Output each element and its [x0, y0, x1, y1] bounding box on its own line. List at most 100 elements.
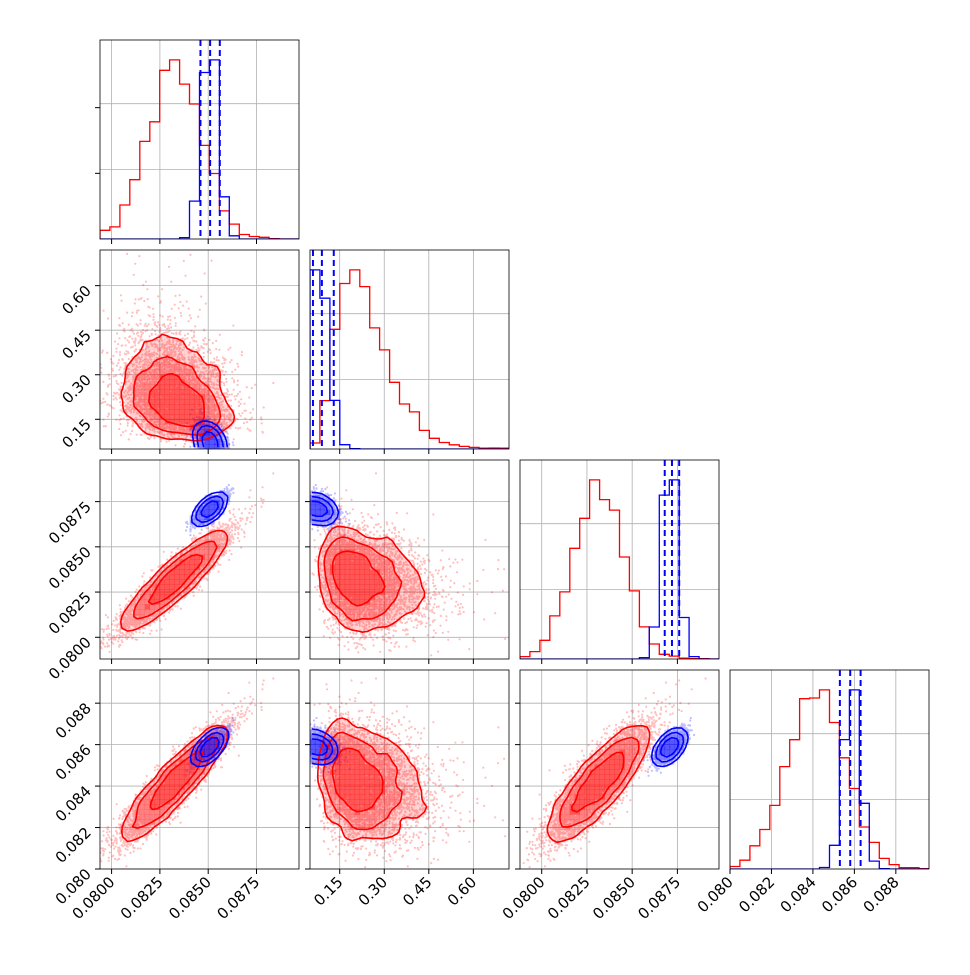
- density-cell: [609, 794, 615, 800]
- panel-0-0: [95, 39, 300, 244]
- density-cell: [189, 349, 195, 355]
- density-cell: [349, 534, 356, 540]
- density-cell: [349, 559, 356, 565]
- density-cell: [609, 784, 615, 790]
- density-cell: [134, 799, 141, 805]
- density-cell: [559, 809, 566, 815]
- density-cell: [144, 589, 151, 595]
- density-cell: [209, 534, 215, 540]
- density-cell: [379, 809, 385, 815]
- density-cell: [159, 334, 165, 340]
- density-cell: [124, 404, 131, 410]
- density-cell: [154, 379, 160, 385]
- contour-line: [659, 736, 680, 758]
- density-cell: [394, 574, 400, 580]
- density-cell: [119, 624, 126, 630]
- density-cell: [324, 554, 331, 560]
- density-cell: [604, 779, 610, 785]
- density-cell: [199, 359, 205, 365]
- density-cell: [324, 749, 331, 755]
- density-cell: [319, 769, 326, 775]
- density-cell: [569, 794, 576, 800]
- density-cell: [329, 554, 336, 560]
- density-cell: [359, 789, 366, 795]
- density-cell: [214, 384, 220, 390]
- density-cell: [134, 609, 141, 615]
- density-cell: [169, 374, 175, 380]
- density-cell: [184, 429, 190, 435]
- density-cell: [174, 349, 180, 355]
- contour-line: [316, 717, 428, 842]
- density-cell: [194, 444, 200, 449]
- density-cell: [174, 434, 180, 440]
- density-cell: [619, 744, 625, 750]
- density-cell: [179, 354, 185, 360]
- density-cell: [334, 729, 341, 735]
- density-cell: [194, 359, 200, 365]
- density-cell: [564, 819, 571, 825]
- density-cell: [419, 594, 425, 600]
- density-cell: [349, 569, 356, 575]
- density-cell: [359, 604, 366, 610]
- density-cell: [199, 504, 205, 511]
- density-cell: [204, 424, 210, 430]
- density-cell: [394, 779, 400, 785]
- density-cell: [129, 609, 136, 615]
- density-cell: [599, 779, 605, 785]
- density-cell: [334, 799, 341, 805]
- density-cell: [179, 779, 185, 785]
- density-cell: [354, 529, 361, 535]
- density-cell: [379, 539, 385, 545]
- density-cell: [139, 819, 146, 825]
- density-cell: [324, 504, 331, 511]
- density-cell: [349, 619, 356, 625]
- density-cell: [214, 404, 220, 410]
- density-cell: [634, 724, 640, 730]
- density-cell: [149, 389, 156, 395]
- density-cell: [184, 384, 190, 390]
- density-cell: [339, 594, 346, 600]
- density-cell: [404, 564, 410, 570]
- density-cell: [219, 729, 225, 735]
- density-cell: [189, 564, 195, 570]
- density-cell: [349, 584, 356, 590]
- density-cell: [604, 759, 610, 765]
- density-cell: [139, 354, 146, 360]
- density-cell: [634, 729, 640, 735]
- contour-line: [311, 500, 329, 518]
- density-cell: [169, 389, 175, 395]
- density-cell: [204, 744, 210, 750]
- density-cell: [164, 349, 170, 355]
- density-cell: [359, 784, 366, 790]
- density-cell: [194, 759, 200, 765]
- density-cell: [134, 604, 141, 610]
- density-cell: [199, 409, 205, 415]
- density-cell: [624, 734, 630, 740]
- density-cell: [214, 539, 220, 545]
- density-cell: [354, 549, 361, 555]
- density-cell: [214, 514, 220, 520]
- y-tick-label: 0.0825: [45, 588, 95, 638]
- density-cell: [374, 554, 380, 560]
- density-cell: [174, 594, 180, 600]
- density-cell: [219, 734, 225, 740]
- density-cell: [404, 784, 410, 790]
- density-cell: [409, 779, 415, 785]
- density-cell: [139, 349, 146, 355]
- density-cell: [329, 594, 336, 600]
- density-cell: [219, 739, 225, 745]
- density-cell: [379, 549, 385, 555]
- density-cell: [329, 499, 336, 506]
- density-cell: [339, 774, 346, 780]
- density-cell: [209, 749, 215, 755]
- density-cell: [594, 809, 600, 815]
- density-cell: [149, 799, 156, 805]
- y-tick-label: 0.60: [58, 282, 94, 318]
- density-cell: [324, 799, 331, 805]
- density-cell: [144, 819, 151, 825]
- density-cell: [189, 574, 195, 580]
- density-cell: [219, 419, 225, 425]
- density-cell: [164, 779, 170, 785]
- histogram-step: [310, 269, 509, 449]
- density-cell: [374, 834, 380, 840]
